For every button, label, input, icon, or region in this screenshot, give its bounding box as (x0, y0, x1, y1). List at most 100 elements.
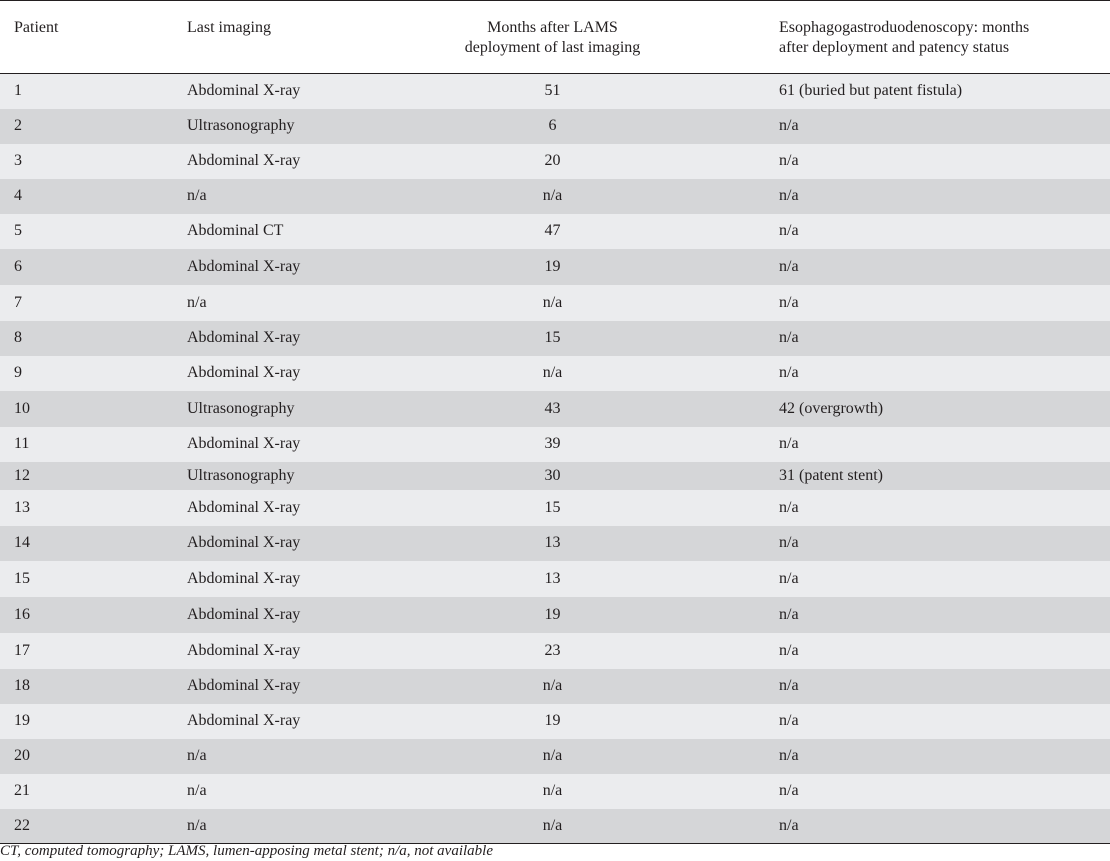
cell-months: 6 (548, 117, 557, 134)
cell-patient: 12 (14, 466, 30, 484)
table-row: 7 n/a n/a n/a (0, 284, 1110, 321)
cell-egd: n/a (779, 257, 799, 275)
cell-patient: 8 (14, 329, 22, 346)
cell-egd: n/a (779, 712, 799, 729)
table-row: 1 Abdominal X-ray 51 61 (buried but patent … (0, 73, 1110, 109)
cell-months: 51 (544, 82, 561, 100)
table-row: 6 Abdominal X-ray 19 n/a (0, 248, 1110, 285)
cell-months: 15 (544, 498, 561, 516)
cell-last-imaging: Abdominal X-ray (187, 498, 301, 516)
cell-patient: 19 (14, 712, 30, 729)
cell-egd: 61 (buried but patent fistula) (779, 82, 963, 100)
cell-egd: n/a (779, 677, 799, 694)
table-row: 22 n/a n/a n/a (0, 808, 1110, 844)
cell-last-imaging: Abdominal X-ray (187, 712, 301, 729)
cell-egd: 42 (overgrowth) (779, 399, 884, 417)
cell-patient: 6 (14, 257, 22, 275)
table-row: 19 Abdominal X-ray 19 n/a (0, 703, 1110, 739)
table-row: 9 Abdominal X-ray n/a n/a (0, 355, 1110, 391)
cell-patient: 16 (14, 605, 30, 623)
cell-last-imaging: Abdominal X-ray (187, 82, 301, 100)
cell-egd: n/a (779, 152, 799, 169)
cell-egd: n/a (779, 435, 799, 452)
cell-months: n/a (542, 747, 563, 764)
cell-egd: n/a (779, 498, 799, 516)
cell-months: n/a (542, 293, 563, 311)
table-row: 2 Ultrasonography 6 n/a (0, 108, 1110, 144)
table-header: Patient Last imaging Months after LAMS de… (0, 0, 1110, 74)
cell-patient: 22 (14, 816, 30, 834)
cell-months: 39 (544, 435, 561, 452)
cell-last-imaging: Ultrasonography (187, 399, 295, 417)
cell-months: 13 (544, 569, 561, 587)
table-body: 1 Abdominal X-ray 51 61 (buried but patent … (0, 73, 1110, 844)
cell-patient: 5 (14, 222, 22, 239)
header-row: Patient Last imaging Months after LAMS de… (0, 0, 1110, 74)
cell-last-imaging: Abdominal CT (187, 222, 284, 239)
cell-last-imaging: Abdominal X-ray (187, 364, 301, 381)
cell-egd: n/a (779, 816, 799, 834)
cell-patient: 1 (14, 82, 22, 100)
table-row: 16 Abdominal X-ray 19 n/a (0, 596, 1110, 633)
cell-patient: 11 (14, 435, 30, 452)
cell-last-imaging: n/a (187, 293, 207, 311)
cell-last-imaging: Abdominal X-ray (187, 641, 301, 659)
cell-patient: 2 (14, 117, 22, 134)
cell-months: n/a (542, 782, 563, 799)
cell-egd: n/a (779, 747, 799, 764)
cell-egd: 31 (patent stent) (779, 466, 883, 484)
cell-last-imaging: n/a (187, 187, 207, 204)
cell-egd: n/a (779, 222, 799, 239)
header-patient: Patient (0, 0, 172, 74)
cell-last-imaging: n/a (187, 747, 207, 764)
table-row: 12 Ultrasonography 30 31 (patent stent) (0, 461, 1110, 490)
cell-months: 15 (544, 329, 561, 346)
table-row: 20 n/a n/a n/a (0, 738, 1110, 774)
cell-months: n/a (542, 816, 563, 834)
cell-egd: n/a (779, 293, 799, 311)
cell-patient: 20 (14, 747, 30, 764)
cell-patient: 7 (14, 293, 22, 311)
table-row: 15 Abdominal X-ray 13 n/a (0, 560, 1110, 597)
cell-last-imaging: Abdominal X-ray (187, 152, 301, 169)
table-row: 13 Abdominal X-ray 15 n/a (0, 489, 1110, 526)
cell-patient: 21 (14, 782, 30, 799)
cell-egd: n/a (779, 329, 799, 346)
table-row: 4 n/a n/a n/a (0, 178, 1110, 214)
header-last-imaging: Last imaging (172, 0, 384, 74)
cell-months: 47 (544, 222, 561, 239)
cell-egd: n/a (779, 534, 799, 551)
cell-patient: 13 (14, 498, 30, 516)
cell-months: 43 (544, 399, 561, 417)
cell-patient: 9 (14, 364, 22, 381)
cell-last-imaging: Abdominal X-ray (187, 569, 301, 587)
cell-patient: 15 (14, 569, 30, 587)
cell-last-imaging: Abdominal X-ray (187, 677, 301, 694)
cell-egd: n/a (779, 117, 799, 134)
cell-last-imaging: Ultrasonography (187, 117, 295, 134)
cell-last-imaging: Ultrasonography (187, 466, 295, 484)
cell-months: n/a (542, 677, 563, 694)
table-row: 14 Abdominal X-ray 13 n/a (0, 525, 1110, 561)
cell-patient: 10 (14, 399, 30, 417)
cell-patient: 17 (14, 641, 30, 659)
cell-months: 19 (544, 257, 561, 275)
cell-patient: 18 (14, 677, 30, 694)
cell-egd: n/a (779, 605, 799, 623)
table-footnote: CT, computed tomography; LAMS, lumen-app… (0, 843, 494, 859)
cell-egd: n/a (779, 187, 799, 204)
table-row: 18 Abdominal X-ray n/a n/a (0, 668, 1110, 704)
cell-months: 30 (544, 466, 561, 484)
cell-months: 19 (544, 605, 561, 623)
cell-months: n/a (542, 364, 563, 381)
cell-last-imaging: n/a (187, 816, 207, 834)
cell-months: 13 (544, 534, 561, 551)
header-months-after-lams: Months after LAMS deployment of last imag… (384, 0, 721, 74)
table-row: 10 Ultrasonography 43 42 (overgrowth) (0, 390, 1110, 427)
table-row: 5 Abdominal CT 47 n/a (0, 213, 1110, 249)
cell-patient: 4 (14, 187, 22, 204)
cell-months: 19 (544, 712, 561, 729)
cell-patient: 14 (14, 534, 30, 551)
